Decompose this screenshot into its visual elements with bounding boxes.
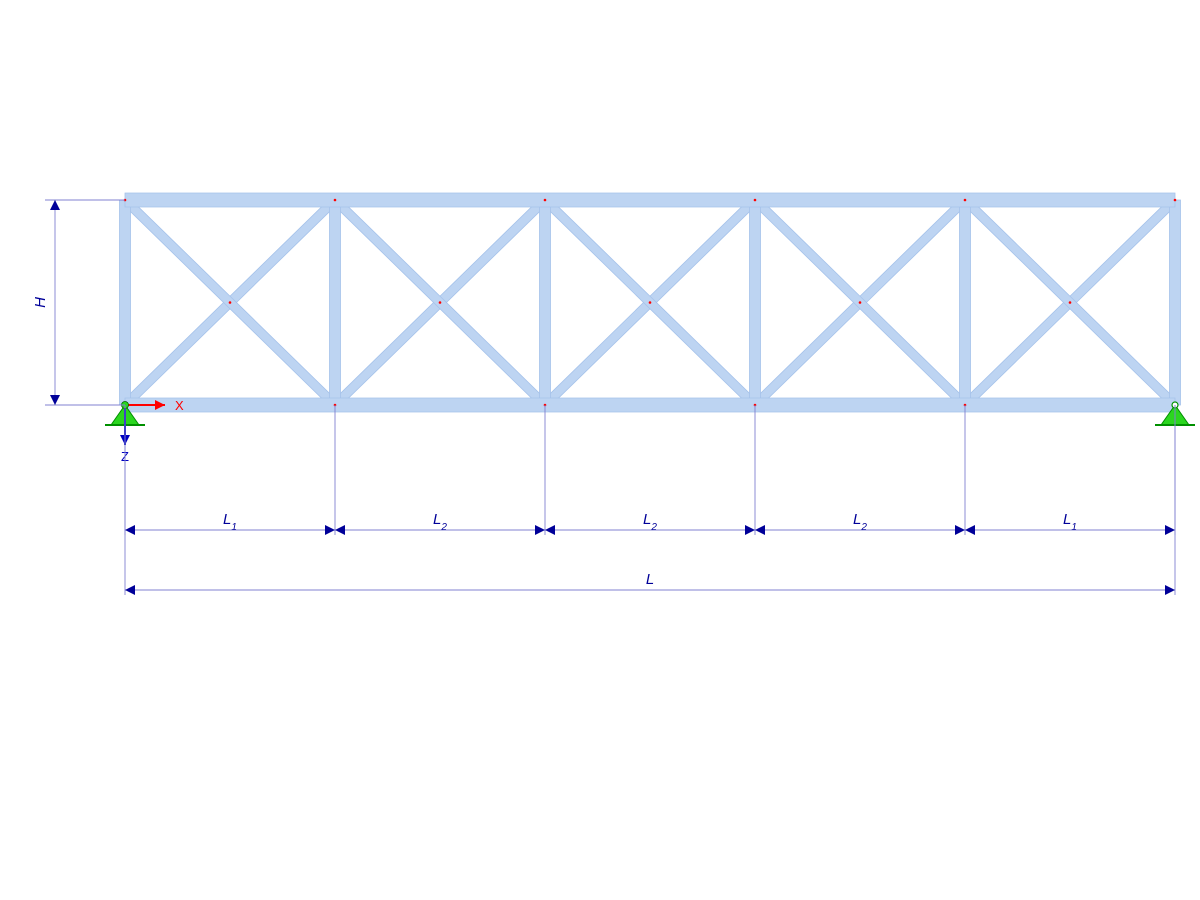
top-chord <box>125 193 1175 207</box>
dim-label-seg: L2 <box>643 511 657 533</box>
node <box>964 199 967 202</box>
node <box>334 199 337 202</box>
dim-label-h: H <box>32 297 49 308</box>
vertical <box>1170 200 1181 405</box>
vertical <box>330 200 341 405</box>
axis-x-label: X <box>175 398 184 413</box>
dim-label-seg: L2 <box>853 511 867 533</box>
vertical <box>120 200 131 405</box>
vertical <box>540 200 551 405</box>
dim-label-seg: L2 <box>433 511 447 533</box>
dim-label-seg: L1 <box>223 511 237 533</box>
dim-label-total: L <box>646 571 654 588</box>
node <box>439 301 442 304</box>
vertical <box>960 200 971 405</box>
node <box>229 301 232 304</box>
nodes <box>124 199 1177 407</box>
node <box>1069 301 1072 304</box>
node <box>649 301 652 304</box>
node <box>1174 199 1177 202</box>
node <box>544 199 547 202</box>
node <box>754 199 757 202</box>
bottom-chord <box>125 398 1175 412</box>
node <box>859 301 862 304</box>
vertical <box>750 200 761 405</box>
dim-label-seg: L1 <box>1063 511 1077 533</box>
